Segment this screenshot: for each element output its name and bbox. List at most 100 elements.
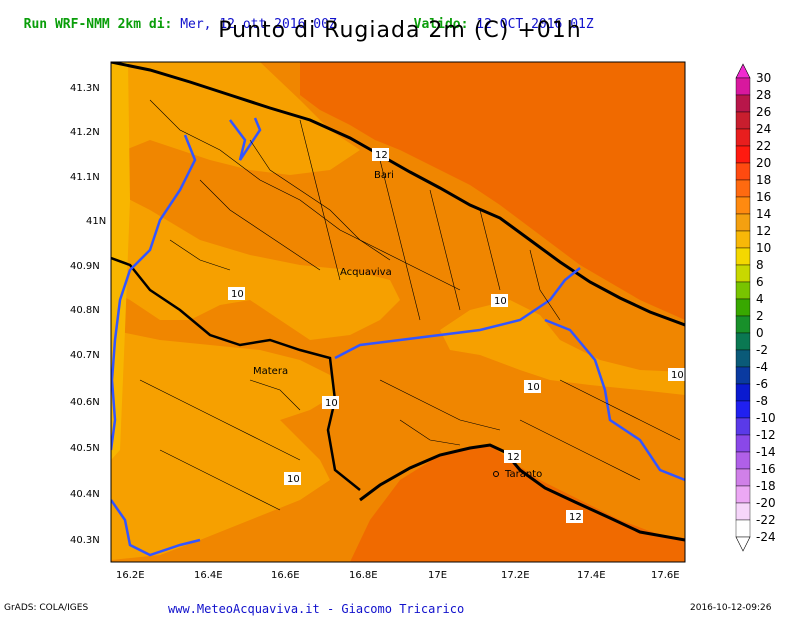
coastline-adriatic — [111, 62, 685, 327]
colorbar-swatch — [735, 179, 751, 198]
colorbar-swatch — [735, 485, 751, 504]
contour-label: 10 — [325, 398, 338, 409]
lat-tick: 41.3N — [70, 83, 100, 94]
city-acquaviva: Acquaviva — [340, 267, 392, 278]
lat-tick: 40.4N — [70, 489, 100, 500]
city-labels: Bari Acquaviva Matera Taranto — [253, 170, 542, 480]
valid-label: Valido: — [413, 17, 469, 32]
region-border — [111, 256, 361, 491]
lon-tick: 17.6E — [651, 570, 680, 581]
lat-tick: 40.3N — [70, 535, 100, 546]
plot-frame — [110, 61, 686, 563]
colorbar-swatch — [735, 468, 751, 487]
colorbar-swatch — [735, 298, 751, 317]
lat-tick: 40.5N — [70, 443, 100, 454]
province-border-west — [111, 134, 197, 451]
colorbar-label: 28 — [756, 88, 771, 102]
colorbar-swatch — [735, 519, 751, 538]
province-border-north — [229, 117, 262, 161]
lat-tick: 41.1N — [70, 172, 100, 183]
colorbar-label: 26 — [756, 105, 771, 119]
colorbar-swatch — [735, 434, 751, 453]
lon-axis: 16.2E 16.4E 16.6E 16.8E 17E 17.2E 17.4E … — [116, 570, 680, 581]
colorbar-label: -14 — [756, 445, 776, 459]
band-12-14-south — [350, 445, 685, 562]
contour-label: 10 — [527, 382, 540, 393]
colorbar-swatch — [735, 196, 751, 215]
colorbar-swatch — [735, 128, 751, 147]
province-border-east — [544, 318, 685, 482]
contour-label: 10 — [231, 289, 244, 300]
colorbar-top-arrow — [735, 63, 751, 79]
colorbar-bottom-arrow — [735, 536, 751, 552]
colorbar-swatch — [735, 281, 751, 300]
city-matera: Matera — [253, 366, 288, 377]
lat-tick: 40.8N — [70, 305, 100, 316]
colorbar-label: 18 — [756, 173, 771, 187]
city-bari: Bari — [374, 170, 394, 181]
colorbar-label: 24 — [756, 122, 771, 136]
colorbar-swatch — [735, 349, 751, 368]
band-8-10-north — [111, 62, 360, 175]
contour-label: 10 — [287, 474, 300, 485]
lat-tick: 41N — [86, 216, 106, 227]
colorbar-swatch — [735, 383, 751, 402]
chart-title: Punto di Rugiada 2m (C) +01h — [218, 18, 582, 43]
colorbar-swatch — [735, 315, 751, 334]
colorbar-label: -6 — [756, 377, 768, 391]
footer-left: GrADS: COLA/IGES — [4, 603, 89, 613]
colorbar-label: 4 — [756, 292, 764, 306]
lat-tick: 41.2N — [70, 127, 100, 138]
lon-tick: 16.8E — [349, 570, 378, 581]
colorbar-label: -8 — [756, 394, 768, 408]
colorbar-swatch — [735, 213, 751, 232]
lat-axis: 41.3N 41.2N 41.1N 41N 40.9N 40.8N 40.7N … — [70, 83, 106, 546]
colorbar-label: -16 — [756, 462, 776, 476]
colorbar-swatch — [735, 451, 751, 470]
city-taranto: Taranto — [504, 469, 542, 480]
colorbar-label: -10 — [756, 411, 776, 425]
colorbar-swatch — [735, 264, 751, 283]
colorbar-label: 0 — [756, 326, 764, 340]
colorbar-label: -20 — [756, 496, 776, 510]
colorbar-swatch — [735, 400, 751, 419]
colorbar-label: 2 — [756, 309, 764, 323]
band-8-10-west — [111, 330, 335, 560]
contour-label: 10 — [494, 296, 507, 307]
run-header: Run WRF-NMM 2km di: Mer, 12 ott 2016 00Z — [8, 2, 337, 32]
colorbar-label: 8 — [756, 258, 764, 272]
footer-timestamp: 2016-10-12-09:26 — [690, 603, 772, 613]
colorbar-label: -22 — [756, 513, 776, 527]
colorbar-swatch — [735, 332, 751, 351]
lon-tick: 17.2E — [501, 570, 530, 581]
colorbar-swatch — [735, 230, 751, 249]
band-8-10-center — [111, 190, 400, 340]
colorbar-swatch — [735, 94, 751, 113]
colorbar-label: -4 — [756, 360, 768, 374]
colorbar-label: 12 — [756, 224, 771, 238]
colorbar-label: -18 — [756, 479, 776, 493]
lat-tick: 40.7N — [70, 350, 100, 361]
lon-tick: 16.4E — [194, 570, 223, 581]
lat-tick: 40.6N — [70, 397, 100, 408]
valid-date: 12 OCT 2016 01Z — [476, 17, 594, 32]
colorbar-label: -24 — [756, 530, 776, 544]
lon-tick: 17E — [428, 570, 447, 581]
contour-label: 10 — [671, 370, 684, 381]
contour-label: 12 — [375, 150, 388, 161]
lon-tick: 17.4E — [577, 570, 606, 581]
contour-label: 12 — [507, 452, 520, 463]
colorbar-label: 30 — [756, 71, 771, 85]
colorbar-swatch — [735, 77, 751, 96]
municipal-borders — [139, 99, 681, 511]
colorbar-label: 20 — [756, 156, 771, 170]
footer-credit: www.MeteoAcquaviva.it - Giacomo Tricaric… — [168, 602, 465, 616]
lon-tick: 16.6E — [271, 570, 300, 581]
band-12-14-north — [300, 62, 685, 320]
valid-header: Valido: 12 OCT 2016 01Z — [398, 2, 594, 32]
lat-tick: 40.9N — [70, 261, 100, 272]
colorbar-label: 10 — [756, 241, 771, 255]
colorbar: 302826242220181614121086420-2-4-6-8-10-1… — [735, 63, 776, 552]
lon-tick: 16.2E — [116, 570, 145, 581]
